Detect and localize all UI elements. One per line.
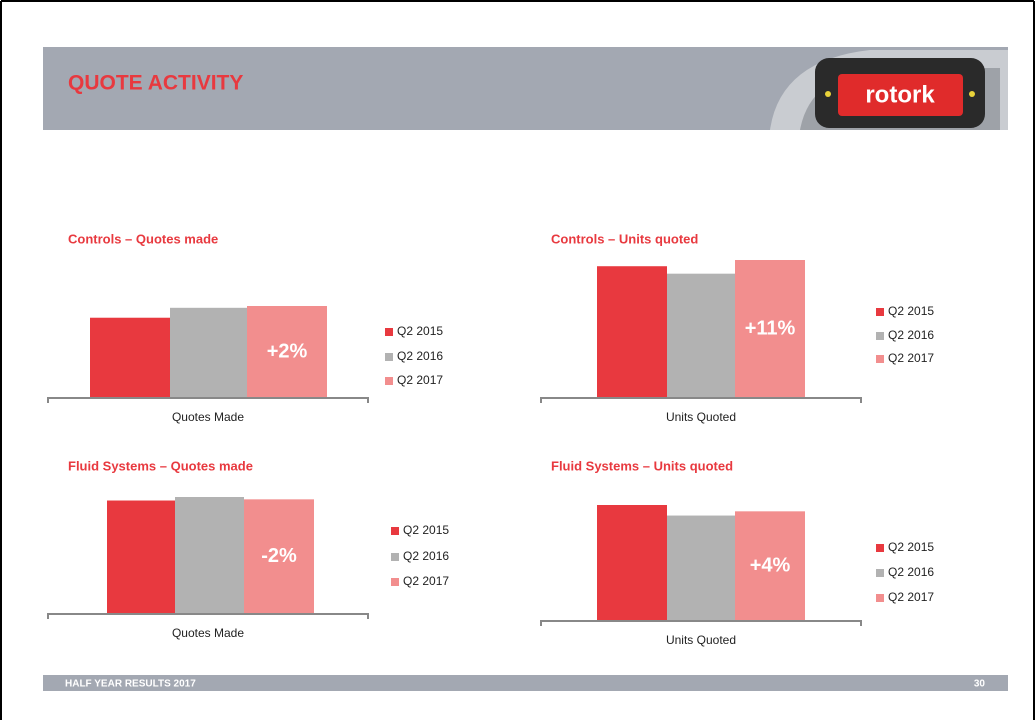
- legend-label: Q2 2017: [888, 351, 934, 365]
- legend-label: Q2 2015: [397, 324, 443, 338]
- footer-text: HALF YEAR RESULTS 2017: [65, 679, 196, 690]
- slide-title: QUOTE ACTIVITY: [68, 72, 243, 95]
- legend-label: Q2 2017: [403, 574, 449, 588]
- bar: [90, 317, 170, 398]
- footer-band: [43, 675, 1008, 691]
- legend-label: Q2 2015: [403, 523, 449, 537]
- x-tick-label: Quotes Made: [172, 626, 244, 640]
- legend-swatch: [876, 544, 884, 552]
- legend-swatch: [385, 328, 393, 336]
- logo-text: rotork: [865, 81, 935, 108]
- x-axis: [47, 397, 369, 403]
- legend-swatch: [385, 353, 393, 361]
- legend-label: Q2 2016: [397, 349, 443, 363]
- bar: [735, 511, 805, 621]
- legend-label: Q2 2016: [888, 328, 934, 342]
- legend-swatch: [876, 308, 884, 316]
- bar: [597, 266, 667, 398]
- page-number: 30: [974, 679, 986, 690]
- legend-swatch: [391, 578, 399, 586]
- bar: [170, 307, 247, 398]
- legend-label: Q2 2016: [403, 549, 449, 563]
- bar: [735, 260, 805, 398]
- legend-swatch: [876, 594, 884, 602]
- x-axis: [47, 613, 369, 619]
- legend-swatch: [391, 553, 399, 561]
- chart-title: Controls – Units quoted: [551, 231, 698, 246]
- bar: [667, 273, 735, 398]
- x-tick-label: Units Quoted: [666, 410, 736, 424]
- x-tick-label: Units Quoted: [666, 633, 736, 647]
- annotation: +11%: [745, 317, 796, 339]
- legend-swatch: [876, 332, 884, 340]
- bar: [107, 500, 175, 614]
- annotation: +4%: [750, 554, 791, 576]
- annotation: +2%: [267, 340, 308, 362]
- legend-swatch: [876, 355, 884, 363]
- legend-swatch: [391, 527, 399, 535]
- legend-label: Q2 2015: [888, 304, 934, 318]
- chart-title: Controls – Quotes made: [68, 231, 218, 246]
- bar: [597, 505, 667, 621]
- x-tick-label: Quotes Made: [172, 410, 244, 424]
- legend-label: Q2 2017: [397, 373, 443, 387]
- bar: [175, 497, 244, 614]
- legend-label: Q2 2015: [888, 540, 934, 554]
- chart-title: Fluid Systems – Quotes made: [68, 458, 253, 473]
- bar: [244, 499, 314, 614]
- bar: [247, 306, 327, 398]
- annotation: -2%: [261, 545, 297, 567]
- chart-title: Fluid Systems – Units quoted: [551, 458, 733, 473]
- bar: [667, 515, 735, 621]
- x-axis: [540, 620, 862, 626]
- legend-label: Q2 2017: [888, 590, 934, 604]
- x-axis: [540, 397, 862, 403]
- legend-swatch: [876, 569, 884, 577]
- legend-label: Q2 2016: [888, 565, 934, 579]
- legend-swatch: [385, 377, 393, 385]
- logo: rotork: [770, 50, 1008, 130]
